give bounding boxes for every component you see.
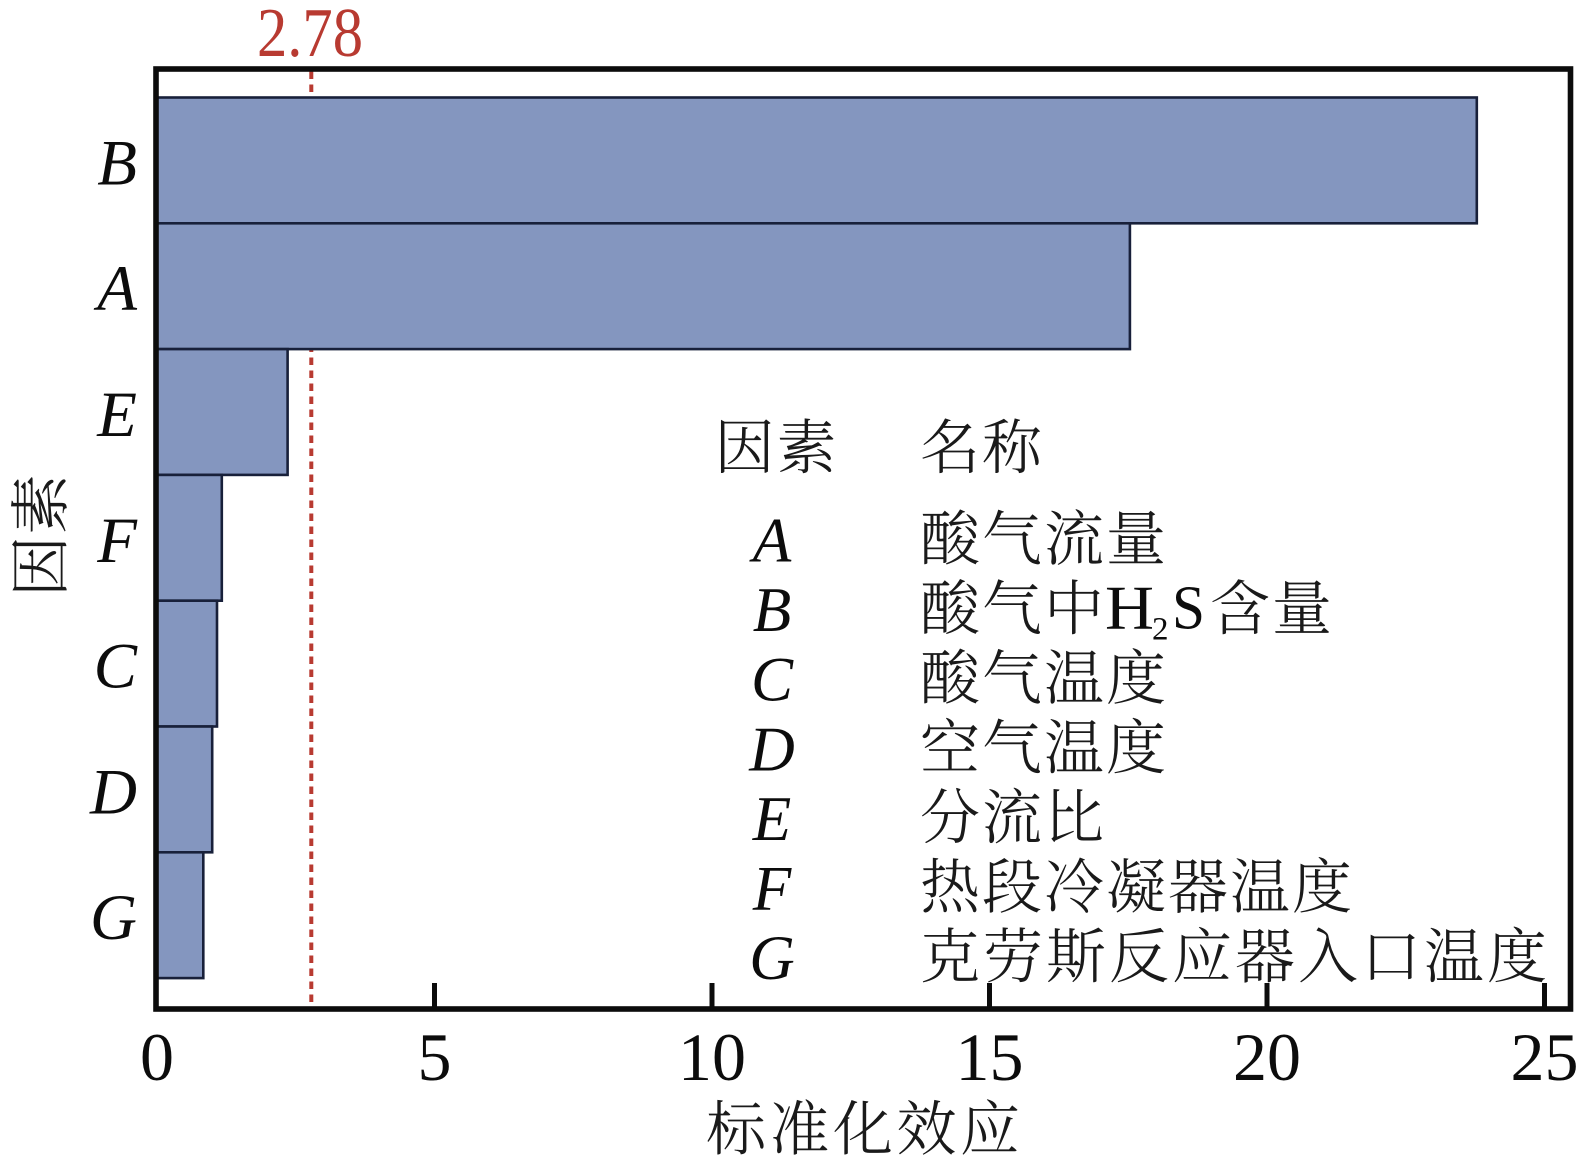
svg-text:5: 5: [418, 1019, 452, 1095]
svg-text:B: B: [97, 127, 137, 199]
svg-text:A: A: [749, 506, 792, 576]
svg-text:F: F: [752, 854, 792, 924]
svg-text:15: 15: [956, 1019, 1024, 1095]
svg-text:E: E: [96, 379, 137, 451]
svg-text:C: C: [94, 631, 138, 703]
svg-text:2.78: 2.78: [257, 0, 363, 72]
svg-text:G: G: [749, 923, 795, 993]
svg-text:10: 10: [678, 1019, 746, 1095]
svg-text:B: B: [753, 575, 791, 645]
svg-text:G: G: [90, 882, 137, 954]
svg-text:D: D: [89, 756, 137, 828]
svg-text:F: F: [96, 505, 138, 577]
svg-text:25: 25: [1511, 1019, 1579, 1095]
svg-text:D: D: [748, 714, 795, 784]
svg-text:C: C: [751, 645, 794, 715]
svg-text:E: E: [752, 784, 791, 854]
svg-text:S: S: [1172, 574, 1205, 642]
svg-text:0: 0: [140, 1019, 174, 1095]
svg-text:H: H: [1105, 574, 1154, 642]
svg-text:20: 20: [1233, 1019, 1301, 1095]
svg-text:2: 2: [1152, 612, 1169, 648]
svg-text:A: A: [93, 253, 137, 325]
